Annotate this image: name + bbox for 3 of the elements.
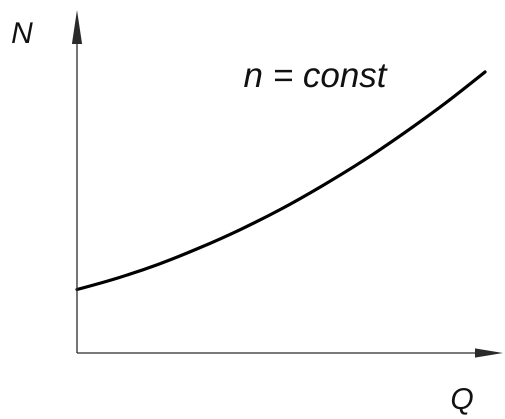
annotation: n = const	[243, 56, 388, 95]
x-axis-title: Q	[450, 383, 474, 416]
y-axis-title: N	[11, 17, 34, 50]
